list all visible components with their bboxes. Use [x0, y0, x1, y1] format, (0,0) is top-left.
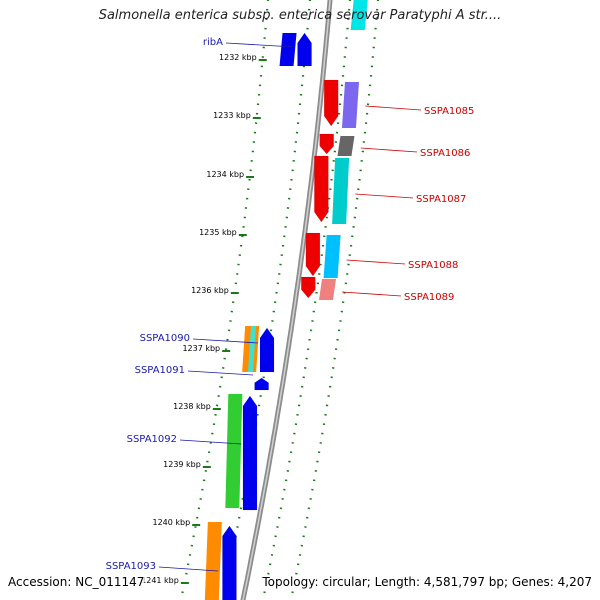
gene-label-SSPA1092: SSPA1092 — [127, 434, 177, 445]
gene-label-SSPA1090: SSPA1090 — [140, 333, 190, 344]
tick-label: 1232 kbp — [219, 53, 257, 62]
cog-block — [350, 0, 368, 30]
gene-SSPA1090 — [259, 327, 275, 373]
gene-label-SSPA1086: SSPA1086 — [420, 148, 470, 159]
leader-line — [225, 42, 295, 48]
backbone-highlight — [242, 0, 331, 600]
tick-label: 1234 kbp — [206, 170, 244, 179]
gene-label-SSPA1088: SSPA1088 — [408, 260, 458, 271]
tick-label: 1237 kbp — [182, 344, 220, 353]
tick-label: 1238 kbp — [173, 402, 211, 411]
leader-line — [346, 259, 406, 265]
cog-block — [279, 33, 297, 66]
gene-label-SSPA1087: SSPA1087 — [416, 194, 466, 205]
accession-text: Accession: NC_011147 — [8, 575, 145, 589]
cog-block — [225, 394, 243, 508]
leader-line — [365, 105, 422, 111]
gene-SSPA1089 — [301, 276, 316, 299]
leader-line — [187, 370, 254, 376]
gene-SSPA1091 — [254, 377, 269, 391]
leader-line — [179, 439, 242, 445]
gene-label-SSPA1085: SSPA1085 — [424, 106, 474, 117]
tick-label: 1236 kbp — [191, 286, 229, 295]
gene-SSPA1085 — [323, 79, 339, 127]
gene-SSPA1088 — [305, 232, 321, 277]
gene-label-SSPA1093: SSPA1093 — [106, 561, 156, 572]
cog-block — [248, 326, 256, 372]
leader-line — [192, 338, 259, 344]
gene-SSPA1087 — [314, 155, 329, 223]
gene-label-ribA: ribA — [203, 37, 223, 48]
cog-block — [337, 136, 355, 156]
leader-line — [360, 147, 418, 153]
cog-block — [332, 158, 350, 224]
tick-label: 1239 kbp — [163, 460, 201, 469]
gene-SSPA1086 — [319, 133, 334, 155]
gene-ribA — [297, 32, 312, 67]
leader-line — [355, 193, 414, 199]
gene-SSPA1092 — [242, 395, 258, 511]
leader-line — [158, 566, 219, 572]
cog-block — [341, 82, 359, 128]
cog-block — [204, 522, 222, 600]
cog-block — [323, 235, 341, 278]
cog-block — [319, 279, 337, 300]
genome-title: Salmonella enterica subsp. enterica sero… — [98, 8, 502, 23]
gene-SSPA1093 — [222, 525, 237, 600]
tick-label: 1241 kbp — [141, 576, 179, 585]
gene-label-SSPA1089: SSPA1089 — [404, 292, 454, 303]
leader-line — [342, 291, 402, 297]
topology-text: Topology: circular; Length: 4,581,797 bp… — [262, 575, 592, 589]
tick-label: 1235 kbp — [199, 228, 237, 237]
tick-label: 1233 kbp — [213, 111, 251, 120]
tick-label: 1240 kbp — [152, 518, 190, 527]
gene-label-SSPA1091: SSPA1091 — [135, 365, 185, 376]
